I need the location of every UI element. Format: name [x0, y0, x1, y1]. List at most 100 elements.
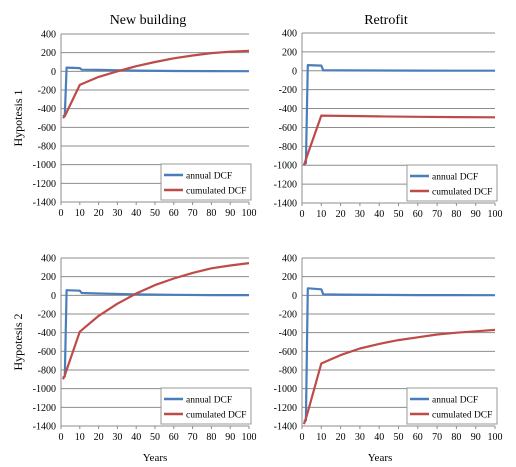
x-tick-label: 70: [188, 208, 198, 219]
legend: annual DCF cumulated DCF: [406, 387, 498, 425]
legend-label: cumulated DCF: [432, 411, 492, 421]
x-tick-label: 30: [112, 432, 122, 443]
y-tick-label: -1400: [274, 422, 297, 433]
y-tick-label: -200: [38, 310, 56, 321]
y-tick-label: -400: [279, 104, 297, 115]
legend-label: annual DCF: [186, 396, 232, 406]
x-tick-label: 80: [451, 209, 461, 220]
annual-dcf-line: [303, 287, 496, 423]
legend-box: [160, 163, 252, 201]
y-tick-label: -400: [38, 328, 56, 339]
x-tick-label: 10: [75, 208, 85, 219]
x-tick-label: 10: [75, 432, 85, 443]
y-tick-label: 200: [41, 272, 56, 283]
y-tick-label: -800: [279, 366, 297, 377]
cumulated-dcf-line: [61, 262, 250, 380]
x-tick-label: 60: [413, 432, 423, 443]
x-tick-label: 90: [225, 432, 235, 443]
x-tick-label: 70: [432, 209, 442, 220]
y-tick-label: -1000: [33, 160, 56, 171]
x-tick-label: 100: [242, 432, 257, 443]
y-tick-label: -1400: [274, 199, 297, 210]
y-tick-label: -1000: [274, 384, 297, 395]
x-tick-label: 100: [488, 209, 503, 220]
x-tick-label: 10: [316, 432, 326, 443]
x-tick-label: 100: [488, 432, 503, 443]
legend: annual DCF cumulated DCF: [406, 164, 498, 202]
y-tick-label: -600: [38, 123, 56, 134]
cumulated-dcf-line: [302, 328, 496, 425]
x-tick-label: 60: [413, 209, 423, 220]
x-tick-label: 50: [150, 432, 160, 443]
x-tick-label: 90: [225, 208, 235, 219]
x-tick-label: 20: [94, 208, 104, 219]
x-tick-label: 30: [355, 432, 365, 443]
legend-label: cumulated DCF: [186, 187, 246, 197]
y-tick-label: -1200: [274, 403, 297, 414]
y-tick-label: -400: [38, 104, 56, 115]
legend-label: annual DCF: [432, 396, 478, 406]
legend-label: cumulated DCF: [186, 411, 246, 421]
x-tick-label: 20: [336, 432, 346, 443]
y-tick-label: -800: [38, 142, 56, 153]
y-tick-label: -1000: [274, 161, 297, 172]
y-tick-label: -600: [38, 347, 56, 358]
y-tick-label: -800: [279, 142, 297, 153]
y-tick-label: 0: [292, 66, 297, 77]
x-tick-label: 50: [150, 208, 160, 219]
x-axis-label-right: Years: [368, 452, 393, 464]
y-tick-label: -200: [279, 85, 297, 96]
legend-box: [406, 387, 498, 425]
legend-label: annual DCF: [432, 173, 478, 183]
annual-dcf-line: [303, 63, 495, 166]
y-tick-label: 400: [282, 254, 297, 265]
legend: annual DCF cumulated DCF: [160, 387, 252, 425]
x-tick-label: 40: [131, 208, 141, 219]
cumulated-dcf-line: [62, 49, 250, 119]
x-tick-label: 60: [169, 432, 179, 443]
x-tick-label: 90: [471, 432, 481, 443]
y-tick-label: 200: [41, 48, 56, 59]
x-tick-label: 80: [206, 432, 216, 443]
cumulated-dcf-line: [302, 114, 496, 166]
legend-box: [406, 164, 498, 202]
legend-box: [160, 387, 252, 425]
y-tick-label: -1400: [33, 422, 56, 433]
x-tick-label: 0: [300, 432, 305, 443]
x-tick-label: 80: [206, 208, 216, 219]
x-tick-label: 40: [374, 432, 384, 443]
x-tick-label: 30: [355, 209, 365, 220]
y-tick-label: 400: [282, 29, 297, 40]
x-tick-label: 20: [94, 432, 104, 443]
y-tick-label: -200: [38, 86, 56, 97]
x-tick-label: 60: [169, 208, 179, 219]
x-tick-label: 20: [336, 209, 346, 220]
legend-label: cumulated DCF: [432, 188, 492, 198]
y-tick-label: -600: [279, 347, 297, 358]
y-tick-label: -800: [38, 366, 56, 377]
y-tick-label: 0: [51, 291, 56, 302]
legend-label: annual DCF: [186, 172, 232, 182]
legend: annual DCF cumulated DCF: [160, 163, 252, 201]
x-tick-label: 100: [242, 208, 257, 219]
x-tick-label: 40: [131, 432, 141, 443]
y-tick-label: -1200: [33, 179, 56, 190]
y-tick-label: -1000: [33, 384, 56, 395]
column-title-retrofit: Retrofit: [364, 13, 408, 28]
x-tick-label: 50: [394, 209, 404, 220]
x-tick-label: 0: [59, 432, 64, 443]
annual-dcf-line: [62, 66, 250, 118]
x-tick-label: 10: [316, 209, 326, 220]
y-tick-label: -1400: [33, 198, 56, 209]
x-tick-label: 70: [432, 432, 442, 443]
y-tick-label: -1200: [274, 180, 297, 191]
y-tick-label: 200: [282, 272, 297, 283]
y-tick-label: 0: [292, 291, 297, 302]
x-tick-label: 80: [451, 432, 461, 443]
y-tick-label: 400: [41, 254, 56, 265]
